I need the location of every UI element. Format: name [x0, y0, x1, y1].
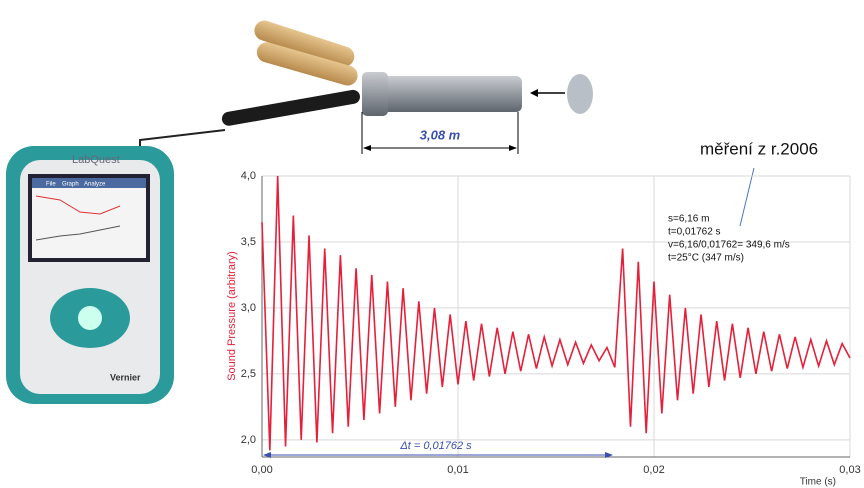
- calc-line: t=25°C (347 m/s): [668, 253, 744, 264]
- waveform: [261, 175, 851, 451]
- delta-t: Δt = 0,01762 s: [399, 440, 472, 452]
- menu-item: File: [46, 182, 56, 188]
- pipe-length: 3,08 m: [420, 127, 461, 142]
- x-axis-label: Time (s): [800, 477, 836, 488]
- menu-item: Graph: [62, 182, 79, 188]
- calc-line: v=6,16/0,01762= 349,6 m/s: [668, 240, 790, 251]
- note: měření z r.2006: [700, 139, 818, 158]
- x-tick-label: 0,02: [643, 464, 664, 476]
- pipe: [362, 72, 593, 116]
- calc-line: s=6,16 m: [668, 214, 709, 225]
- arrow-head: [263, 452, 271, 458]
- maker: Vernier: [110, 372, 141, 382]
- y-tick-label: 2,0: [241, 434, 256, 446]
- menu-item: Analyze: [84, 182, 106, 188]
- microphone: [139, 89, 360, 150]
- x-tick-label: 0,03: [839, 464, 860, 476]
- x-tick-label: 0,01: [447, 464, 468, 476]
- x-tick-label: 0,00: [251, 464, 272, 476]
- y-axis-label: Sound Pressure (arbitrary): [226, 251, 238, 381]
- dimension: 3,08 m: [361, 112, 519, 154]
- y-tick-label: 3,5: [241, 236, 256, 248]
- note-pointer: [739, 167, 755, 227]
- brand: LabQuest: [72, 154, 120, 166]
- labquest-device: File Graph Analyze LabQuest Vernier: [6, 146, 174, 404]
- claves: [254, 20, 358, 86]
- calc-line: t=0,01762 s: [668, 227, 721, 238]
- y-tick-label: 3,0: [241, 302, 256, 314]
- arrow-head: [605, 452, 613, 458]
- y-tick-label: 4,0: [241, 170, 256, 182]
- y-tick-label: 2,5: [241, 368, 256, 380]
